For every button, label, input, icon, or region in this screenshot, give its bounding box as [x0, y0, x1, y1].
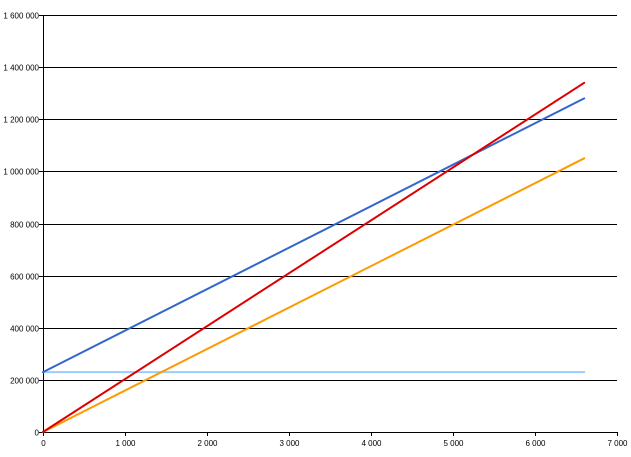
gridlines [43, 15, 617, 381]
axes [39, 15, 618, 436]
x-tick-label: 5 000 [443, 439, 464, 448]
y-tick-label: 600 000 [10, 273, 39, 282]
series-lines [42, 81, 586, 433]
y-tick-label: 1 000 000 [3, 168, 39, 177]
x-tick-label: 3 000 [279, 439, 300, 448]
x-tick-label: 7 000 [607, 439, 628, 448]
x-tick-label: 2 000 [197, 439, 218, 448]
x-tick-label: 0 [41, 439, 46, 448]
x-tick-label: 4 000 [361, 439, 382, 448]
x-tick-label: 6 000 [525, 439, 546, 448]
y-tick-label: 400 000 [10, 325, 39, 334]
y-tick-label: 800 000 [10, 221, 39, 230]
x-axis-tick-labels: 0 1 000 2 000 3 000 4 000 5 000 6 000 7 000 [41, 439, 628, 448]
series-line-4 [42, 81, 586, 433]
y-tick-label: 1 200 000 [3, 116, 39, 125]
y-tick-label: 0 [35, 429, 40, 438]
y-tick-label: 1 400 000 [3, 64, 39, 73]
y-axis-tick-labels: 0 200 000 400 000 600 000 800 000 1 000 000 1 … [3, 12, 39, 438]
y-tick-label: 1 600 000 [3, 12, 39, 21]
series-line-3 [42, 157, 586, 433]
y-tick-label: 200 000 [10, 377, 39, 386]
series-line-2 [42, 97, 586, 374]
x-tick-label: 1 000 [115, 439, 136, 448]
